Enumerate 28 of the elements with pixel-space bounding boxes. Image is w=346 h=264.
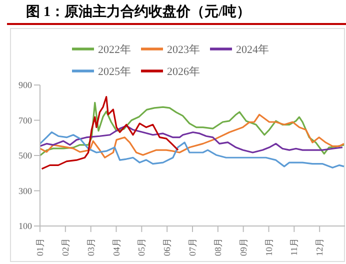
x-tick-label: 09月 bbox=[238, 238, 248, 256]
x-tick-label: 05月 bbox=[136, 238, 147, 256]
line-series bbox=[40, 131, 345, 168]
legend-label: 2023年 bbox=[167, 44, 200, 56]
y-tick-label: 900 bbox=[18, 80, 32, 90]
y-tick-label: 500 bbox=[18, 150, 32, 161]
line-series bbox=[40, 125, 344, 154]
legend-label: 2022年 bbox=[98, 44, 131, 56]
x-tick-label: 04月 bbox=[111, 238, 122, 256]
y-tick-label: 300 bbox=[18, 186, 32, 196]
x-tick-label: 07月 bbox=[188, 238, 198, 256]
legend-label: 2024年 bbox=[236, 44, 269, 56]
x-tick-label: 01月 bbox=[35, 238, 45, 256]
line-series bbox=[40, 102, 345, 156]
x-tick-label: 12月 bbox=[314, 238, 325, 256]
y-tick-label: 700 bbox=[18, 115, 32, 126]
x-tick-label: 08月 bbox=[212, 238, 223, 256]
x-tick-label: 11月 bbox=[289, 238, 300, 256]
line-series bbox=[40, 114, 345, 158]
legend-label: 2025年 bbox=[98, 66, 131, 78]
x-tick-label: 02月 bbox=[60, 238, 70, 256]
x-tick-label: 03月 bbox=[86, 238, 96, 256]
x-tick-label: 10月 bbox=[264, 238, 274, 256]
x-tick-label: 06月 bbox=[162, 238, 172, 256]
y-tick-label: 100 bbox=[18, 221, 32, 232]
chart-title: 图 1：原油主力合约收盘价（元/吨） bbox=[26, 3, 250, 21]
legend-label: 2026年 bbox=[167, 66, 200, 78]
line-series bbox=[40, 96, 179, 170]
